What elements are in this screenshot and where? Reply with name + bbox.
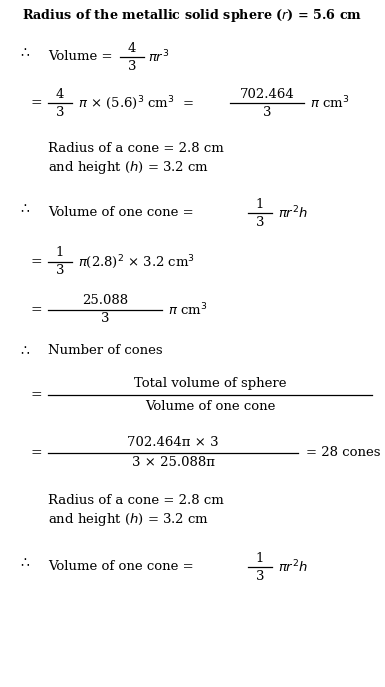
Text: 4: 4 — [56, 87, 64, 100]
Text: $\pi$(2.8)$^2$ × 3.2 cm$^3$: $\pi$(2.8)$^2$ × 3.2 cm$^3$ — [78, 253, 195, 271]
Text: and height ($h$) = 3.2 cm: and height ($h$) = 3.2 cm — [48, 159, 209, 177]
Text: $\therefore$: $\therefore$ — [18, 555, 31, 569]
Text: 3: 3 — [256, 570, 264, 583]
Text: $\pi r^2 h$: $\pi r^2 h$ — [278, 559, 308, 575]
Text: Radius of a cone = 2.8 cm: Radius of a cone = 2.8 cm — [48, 142, 224, 155]
Text: =: = — [30, 446, 42, 460]
Text: =: = — [30, 96, 42, 110]
Text: Number of cones: Number of cones — [48, 344, 162, 357]
Text: $\pi r^2 h$: $\pi r^2 h$ — [278, 205, 308, 221]
Text: Volume of one cone =: Volume of one cone = — [48, 561, 194, 574]
Text: 1: 1 — [256, 197, 264, 210]
Text: $\pi$ × (5.6)$^3$ cm$^3$  =: $\pi$ × (5.6)$^3$ cm$^3$ = — [78, 94, 194, 112]
Text: 702.464: 702.464 — [239, 87, 295, 100]
Text: Volume of one cone =: Volume of one cone = — [48, 207, 194, 220]
Text: =: = — [30, 388, 42, 402]
Text: 702.464π × 3: 702.464π × 3 — [127, 436, 219, 449]
Text: =: = — [30, 255, 42, 269]
Text: $\therefore$: $\therefore$ — [18, 343, 31, 357]
Text: = 28 cones: = 28 cones — [306, 447, 380, 460]
Text: 1: 1 — [56, 247, 64, 260]
Text: Total volume of sphere: Total volume of sphere — [134, 376, 286, 390]
Text: 3: 3 — [101, 313, 109, 326]
Text: $\pi$ cm$^3$: $\pi$ cm$^3$ — [310, 95, 350, 111]
Text: 3: 3 — [256, 216, 264, 229]
Text: Radius of a cone = 2.8 cm: Radius of a cone = 2.8 cm — [48, 493, 224, 506]
Text: 1: 1 — [256, 552, 264, 565]
Text: 3: 3 — [56, 264, 64, 278]
Text: =: = — [30, 303, 42, 317]
Text: Volume of one cone: Volume of one cone — [145, 401, 275, 414]
Text: 3 × 25.088π: 3 × 25.088π — [132, 456, 214, 469]
Text: 3: 3 — [128, 60, 136, 73]
Text: 3: 3 — [56, 106, 64, 118]
Text: $\pi r^3$: $\pi r^3$ — [148, 49, 169, 65]
Text: Volume =: Volume = — [48, 51, 112, 63]
Text: $\therefore$: $\therefore$ — [18, 201, 31, 215]
Text: 3: 3 — [263, 106, 271, 118]
Text: Radius of the metallic solid sphere ($r$) = 5.6 cm: Radius of the metallic solid sphere ($r$… — [22, 6, 362, 23]
Text: $\pi$ cm$^3$: $\pi$ cm$^3$ — [168, 302, 208, 318]
Text: 25.088: 25.088 — [82, 295, 128, 308]
Text: and height ($h$) = 3.2 cm: and height ($h$) = 3.2 cm — [48, 512, 209, 528]
Text: 4: 4 — [128, 41, 136, 54]
Text: $\therefore$: $\therefore$ — [18, 45, 31, 59]
